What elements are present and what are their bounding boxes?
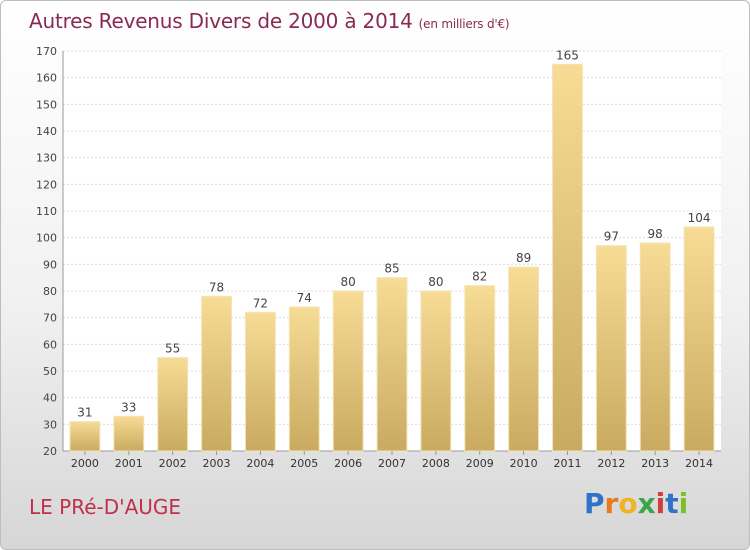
bar-value-label: 80 xyxy=(340,275,355,289)
y-tick-label: 150 xyxy=(36,98,57,111)
bar xyxy=(244,311,276,452)
y-tick-label: 130 xyxy=(36,152,57,165)
y-tick-label: 160 xyxy=(36,72,57,85)
x-tick-label: 2005 xyxy=(290,457,318,470)
bar-value-label: 89 xyxy=(516,251,531,265)
x-tick-label: 2009 xyxy=(466,457,494,470)
bar xyxy=(157,357,189,452)
bar xyxy=(69,421,101,452)
proxiti-logo: Proxiti xyxy=(584,487,688,520)
chart-title-text: Autres Revenus Divers de 2000 à 2014 xyxy=(29,9,413,33)
bar xyxy=(508,266,540,452)
logo-letter: x xyxy=(637,487,656,520)
logo-letter: i xyxy=(655,487,666,520)
y-tick-label: 70 xyxy=(43,312,57,325)
x-tick-label: 2012 xyxy=(597,457,625,470)
bar xyxy=(376,277,408,452)
y-tick-label: 50 xyxy=(43,365,57,378)
bar xyxy=(288,306,320,452)
x-tick-label: 2010 xyxy=(510,457,538,470)
logo-letter: t xyxy=(665,487,679,520)
x-tick-label: 2014 xyxy=(685,457,713,470)
bar-value-label: 33 xyxy=(121,400,136,414)
x-tick-label: 2007 xyxy=(378,457,406,470)
bar xyxy=(201,295,232,452)
bar-value-label: 74 xyxy=(297,291,312,305)
bar xyxy=(332,290,364,452)
bar-value-label: 72 xyxy=(253,296,268,310)
x-tick-label: 2013 xyxy=(641,457,669,470)
bar-value-label: 31 xyxy=(77,406,92,420)
chart-unit-label: (en milliers d'€) xyxy=(418,17,510,31)
bar xyxy=(683,226,715,452)
bar-value-label: 97 xyxy=(604,230,619,244)
bar-value-label: 78 xyxy=(209,280,224,294)
y-tick-label: 60 xyxy=(43,338,57,351)
logo-letter: i xyxy=(678,487,689,520)
x-tick-label: 2008 xyxy=(422,457,450,470)
x-tick-label: 2006 xyxy=(334,457,362,470)
y-tick-label: 120 xyxy=(36,178,57,191)
bar-value-label: 104 xyxy=(688,211,711,225)
x-tick-label: 2004 xyxy=(246,457,274,470)
bar xyxy=(464,285,496,452)
chart-title: Autres Revenus Divers de 2000 à 2014 (en … xyxy=(29,9,510,33)
bar xyxy=(420,290,452,452)
bar xyxy=(113,415,145,452)
y-tick-label: 80 xyxy=(43,285,57,298)
x-tick-label: 2000 xyxy=(71,457,99,470)
y-tick-label: 40 xyxy=(43,392,57,405)
x-tick-label: 2011 xyxy=(553,457,581,470)
y-tick-label: 100 xyxy=(36,232,57,245)
bar-value-label: 98 xyxy=(648,227,663,241)
y-tick-label: 90 xyxy=(43,258,57,271)
logo-letter: r xyxy=(604,487,619,520)
bar-value-label: 80 xyxy=(428,275,443,289)
bar-value-label: 85 xyxy=(384,262,399,276)
plot-area: 20 30 40 50 60 70 80 90 100 110 120 130 140 150 160 170… xyxy=(36,45,721,470)
logo-letter: o xyxy=(618,487,638,520)
bar xyxy=(552,63,583,452)
bar xyxy=(639,242,671,452)
bar xyxy=(595,245,627,452)
y-tick-label: 20 xyxy=(43,445,57,458)
bar-value-label: 165 xyxy=(556,48,579,62)
place-name: LE PRé-D'AUGE xyxy=(29,495,182,519)
bar-value-label: 55 xyxy=(165,342,180,356)
bar-value-label: 82 xyxy=(472,270,487,284)
y-tick-label: 30 xyxy=(43,418,57,431)
y-tick-label: 140 xyxy=(36,125,57,138)
x-tick-label: 2003 xyxy=(203,457,231,470)
y-tick-label: 110 xyxy=(36,205,57,218)
x-tick-label: 2001 xyxy=(115,457,143,470)
y-tick-label: 170 xyxy=(36,45,57,58)
logo-letter: P xyxy=(584,487,605,520)
x-tick-label: 2002 xyxy=(159,457,187,470)
